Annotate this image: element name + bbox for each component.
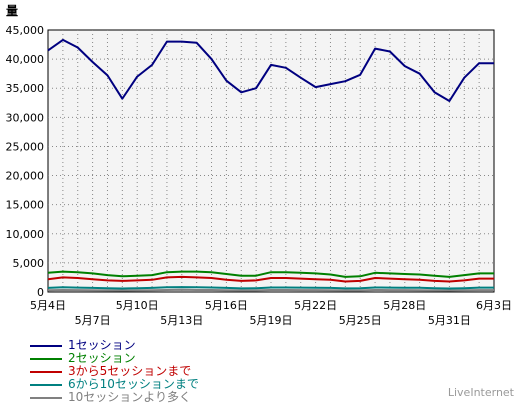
legend-item: 1セッション <box>30 339 199 352</box>
y-axis-label: 量 <box>6 4 18 18</box>
plot-area <box>47 29 495 293</box>
series-group <box>47 38 494 292</box>
series-line <box>47 286 494 290</box>
series-line <box>47 275 494 283</box>
legend-item: 2セッション <box>30 352 199 365</box>
watermark: LiveInternet <box>447 386 514 399</box>
legend-item: 10セッションより多く <box>30 391 199 404</box>
legend-swatch <box>30 396 62 399</box>
y-tick-label: 25,000 <box>6 140 45 153</box>
y-tick-label: 30,000 <box>6 111 45 124</box>
x-tick-label: 5月16日 <box>205 299 248 312</box>
x-tick-label: 5月4日 <box>30 299 66 312</box>
y-tick-label: 15,000 <box>6 199 45 212</box>
y-tick-label: 20,000 <box>6 170 45 183</box>
legend-label: 10セッションより多く <box>68 390 192 404</box>
legend-label: 2セッション <box>68 351 136 365</box>
legend-swatch <box>30 344 62 347</box>
x-tick-label: 5月28日 <box>383 299 426 312</box>
legend: 1セッション 2セッション 3から5セッションまで 6から10セッションまで 1… <box>30 339 199 404</box>
y-tick-label: 35,000 <box>6 82 45 95</box>
x-tick-label: 5月22日 <box>294 299 337 312</box>
y-axis-ticks: 0 5,000 10,000 15,000 20,000 25,000 30,000 35,0… <box>6 24 45 299</box>
x-tick-label: 5月7日 <box>75 314 111 327</box>
legend-label: 6から10セッションまで <box>68 377 199 391</box>
x-tick-label: 5月25日 <box>339 314 382 327</box>
legend-swatch <box>30 383 62 386</box>
y-tick-label: 45,000 <box>6 24 45 37</box>
legend-swatch <box>30 370 62 373</box>
legend-item: 3から5セッションまで <box>30 365 199 378</box>
legend-swatch <box>30 357 62 360</box>
x-tick-label: 5月10日 <box>116 299 159 312</box>
legend-label: 3から5セッションまで <box>68 364 192 378</box>
series-line <box>47 288 494 292</box>
legend-item: 6から10セッションまで <box>30 378 199 391</box>
x-tick-label: 5月19日 <box>250 314 293 327</box>
y-tick-label: 0 <box>37 286 44 299</box>
y-tick-label: 5,000 <box>13 257 45 270</box>
x-tick-label: 5月13日 <box>160 314 203 327</box>
y-tick-label: 40,000 <box>6 53 45 66</box>
x-axis-ticks: 5月4日 5月10日 5月16日 5月22日 5月28日 6月3日 5月7日 5月13日 5月1… <box>30 299 512 327</box>
series-line <box>47 38 494 102</box>
x-tick-label: 5月31日 <box>428 314 471 327</box>
legend-label: 1セッション <box>68 338 136 352</box>
y-tick-label: 10,000 <box>6 228 45 241</box>
series-line <box>47 270 494 278</box>
x-tick-label: 6月3日 <box>476 299 512 312</box>
